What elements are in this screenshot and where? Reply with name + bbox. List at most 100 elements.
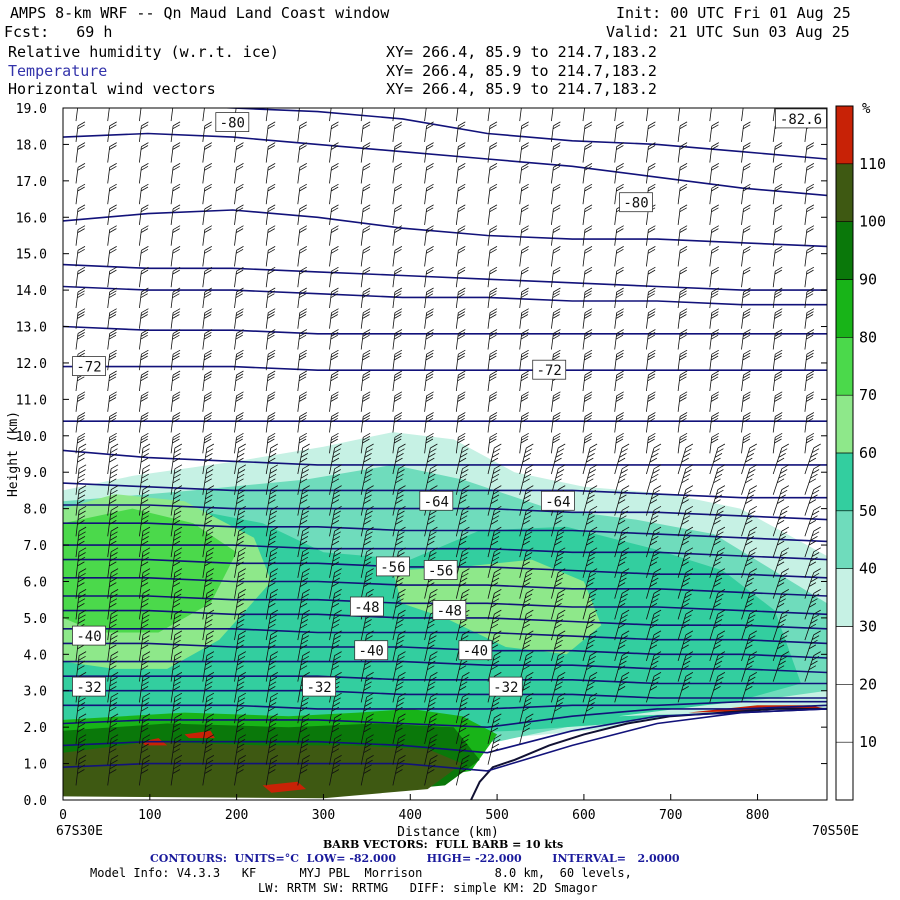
wind-barb-279: [265, 485, 278, 516]
colorbar-label-8: 90: [859, 271, 877, 289]
temperature-contour-2: [63, 209, 827, 248]
wind-barb-237: [455, 526, 470, 558]
wind-barb-226: [107, 526, 119, 558]
wind-barb-555: [646, 266, 656, 288]
wind-barb-695: [519, 142, 529, 163]
wind-barb-450: [360, 349, 371, 371]
wind-barb-466: [107, 329, 117, 350]
terrain-line: [470, 707, 827, 800]
wind-barb-684: [170, 142, 181, 163]
wind-barb-377: [329, 412, 339, 433]
wind-barb-168: [551, 589, 566, 620]
wind-barb-14: [107, 734, 119, 765]
wind-barb-387: [646, 412, 656, 433]
wind-barb-532: [677, 287, 688, 309]
wind-barb-427: [392, 370, 403, 392]
wind-barb-290: [614, 485, 630, 516]
wind-barb-368: [804, 432, 815, 454]
wind-barb-504: [551, 308, 561, 329]
colorbar-swatch-3: [836, 453, 853, 511]
wind-barb-659: [139, 163, 149, 184]
wind-barb-669: [455, 163, 466, 184]
wind-barb-685: [202, 142, 212, 163]
colorbar-swatch-0: [836, 626, 853, 800]
wind-barb-107: [139, 630, 151, 661]
wind-barb-648: [551, 183, 561, 205]
wind-barb-325: [202, 443, 215, 475]
wind-barb-295: [772, 485, 789, 516]
map-title: AMPS 8-km WRF -- Qn Maud Land Coast wind…: [10, 4, 390, 22]
wind-barb-317: [709, 464, 726, 495]
wind-barb-345: [75, 432, 86, 454]
contour-label-11: -40: [76, 629, 101, 645]
wind-barb-148: [677, 609, 694, 641]
wind-barb-301: [202, 464, 215, 495]
wind-barb-455: [519, 349, 529, 371]
wind-barb-186: [360, 568, 374, 599]
wind-barb-263: [519, 505, 534, 537]
wind-barb-319: [772, 464, 789, 495]
wind-barb-139: [392, 609, 406, 641]
wind-barb-747: [646, 108, 649, 122]
wind-barb-278: [234, 485, 246, 516]
wind-barb-422: [234, 370, 244, 392]
wind-barb-457: [582, 349, 593, 371]
wind-barb-409: [582, 391, 593, 412]
wind-barb-639: [265, 183, 276, 205]
wind-barb-250: [107, 505, 119, 537]
wind-barb-135: [265, 609, 278, 641]
wind-barb-744: [551, 108, 554, 122]
wind-barb-694: [487, 142, 498, 163]
wind-barb-308: [424, 464, 438, 495]
colorbar-swatch-5: [836, 337, 853, 396]
wind-barb-320: [804, 464, 821, 495]
wind-barb-503: [519, 308, 529, 329]
wind-barb-612: [170, 204, 181, 225]
wind-barb-452: [424, 349, 434, 371]
wind-barb-19: [265, 734, 278, 765]
wind-barb-613: [202, 204, 212, 225]
wind-barb-94: [487, 651, 502, 682]
wind-barb-296: [804, 485, 821, 516]
wind-barb-561: [75, 246, 86, 267]
wind-barb-248: [804, 526, 821, 558]
wind-barb-337: [582, 443, 598, 475]
terrain-mask: [63, 708, 827, 800]
wind-barb-205: [202, 547, 215, 578]
wind-barb-76: [614, 672, 630, 703]
wind-barb-413: [709, 391, 719, 412]
contour-label-box-6: [541, 490, 575, 511]
wind-barb-200: [804, 568, 821, 599]
wind-barb-513: [75, 287, 86, 309]
wind-barb-8: [329, 755, 342, 786]
wind-barb-29: [139, 713, 151, 744]
wind-barb-50: [329, 692, 342, 724]
wind-barb-718: [487, 121, 498, 142]
wind-barb-230: [234, 526, 246, 558]
wind-barb-82: [107, 651, 119, 682]
wind-barb-706: [107, 121, 117, 142]
wind-barb-272: [804, 505, 821, 537]
wind-barb-721: [582, 121, 593, 142]
wind-barb-510: [741, 308, 751, 329]
wind-barb-443: [139, 349, 149, 371]
colorbar-swatch-2: [836, 510, 853, 569]
wind-barb-516: [170, 287, 181, 309]
wind-barb-257: [329, 505, 342, 537]
axes: 0.0 1.0 2.0 3.0 4.0 5.0 6.0 7.0 8.0 9.0 10.0 11.0 12…: [16, 102, 827, 823]
y-tick-label-18: 18.0: [16, 138, 47, 153]
x-axis-label: Distance (km): [397, 825, 499, 840]
wind-barb-132: [170, 609, 183, 641]
init-time: Init: 00 UTC Fri 01 Aug 25: [616, 4, 851, 22]
wind-barb-540: [170, 266, 181, 288]
wind-barb-383: [519, 412, 529, 433]
wind-barb-256: [297, 505, 310, 537]
wind-barb-477: [455, 329, 466, 350]
wind-barb-487: [772, 329, 783, 350]
wind-barb-221: [709, 547, 726, 578]
wind-barb-668: [424, 163, 434, 184]
wind-barb-33: [265, 713, 278, 744]
wind-barb-146: [614, 609, 630, 641]
wind-barb-206: [234, 547, 246, 578]
wind-barb-430: [487, 370, 498, 392]
